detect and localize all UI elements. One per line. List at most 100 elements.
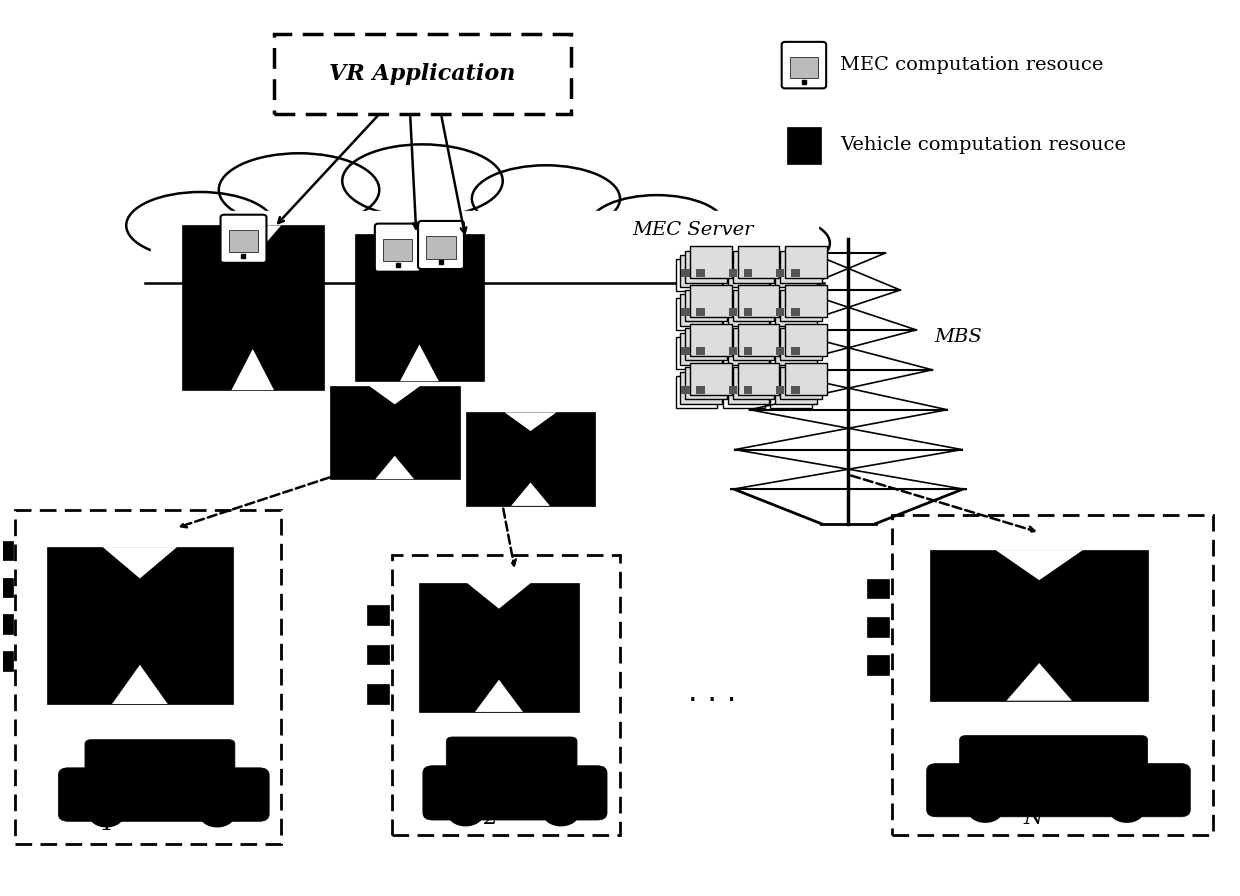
Bar	[274, 34, 570, 114]
Bar	[791, 308, 800, 316]
FancyBboxPatch shape	[960, 736, 1147, 780]
Bar	[229, 230, 258, 253]
FancyBboxPatch shape	[781, 42, 826, 89]
Polygon shape	[232, 349, 274, 390]
FancyBboxPatch shape	[374, 224, 420, 271]
Bar	[728, 294, 770, 326]
Bar	[930, 550, 1148, 701]
Bar	[681, 347, 689, 356]
Bar	[738, 324, 779, 356]
Bar	[723, 259, 765, 291]
Bar	[676, 376, 717, 408]
Bar	[785, 285, 827, 317]
FancyBboxPatch shape	[423, 766, 608, 820]
Bar	[686, 329, 727, 360]
Ellipse shape	[472, 165, 620, 232]
Bar	[697, 308, 704, 316]
Bar	[776, 347, 785, 356]
Bar	[728, 254, 770, 287]
Bar	[770, 376, 812, 408]
Bar	[791, 269, 800, 278]
Bar	[791, 347, 800, 356]
Text: . . .: . . .	[688, 678, 737, 707]
Bar	[723, 298, 765, 330]
Bar	[867, 617, 889, 636]
Bar	[785, 324, 827, 356]
Bar	[780, 329, 822, 360]
Bar	[733, 367, 775, 400]
Bar	[780, 289, 822, 322]
Bar	[791, 385, 800, 394]
Bar	[681, 308, 689, 316]
Bar	[744, 269, 753, 278]
Polygon shape	[103, 547, 177, 579]
Polygon shape	[224, 226, 281, 258]
Bar	[691, 246, 732, 279]
Polygon shape	[368, 385, 420, 404]
Bar	[733, 251, 775, 282]
Polygon shape	[996, 550, 1083, 581]
Bar	[466, 412, 595, 506]
Bar	[780, 367, 822, 400]
Polygon shape	[1007, 663, 1071, 701]
Bar	[744, 385, 753, 394]
Bar	[681, 254, 722, 287]
Bar	[775, 254, 817, 287]
Circle shape	[543, 800, 579, 826]
Bar	[151, 211, 817, 282]
Bar	[681, 294, 722, 326]
Bar	[47, 547, 233, 704]
Bar	[686, 289, 727, 322]
Bar	[0, 578, 12, 597]
Bar	[676, 337, 717, 369]
Bar	[367, 644, 389, 664]
FancyBboxPatch shape	[926, 763, 1190, 817]
Text: MBS: MBS	[935, 328, 982, 346]
Text: Vehicle computation resouce: Vehicle computation resouce	[839, 136, 1126, 154]
Circle shape	[968, 797, 1003, 823]
Bar	[728, 332, 770, 365]
Bar	[355, 234, 484, 381]
Ellipse shape	[707, 216, 830, 271]
Bar	[776, 385, 785, 394]
Bar	[770, 298, 812, 330]
Bar	[738, 246, 779, 279]
Bar	[0, 651, 12, 670]
Text: 1: 1	[100, 814, 115, 835]
Circle shape	[448, 800, 484, 826]
Bar	[729, 269, 737, 278]
FancyBboxPatch shape	[418, 221, 464, 269]
Bar	[145, 190, 823, 283]
Bar	[697, 385, 704, 394]
Bar	[733, 289, 775, 322]
Bar	[681, 269, 689, 278]
Text: MEC Server: MEC Server	[632, 220, 754, 238]
Bar	[776, 269, 785, 278]
Bar	[780, 251, 822, 282]
Bar	[367, 606, 389, 625]
Bar	[770, 259, 812, 291]
Bar	[697, 269, 704, 278]
Bar	[686, 251, 727, 282]
Bar	[697, 347, 704, 356]
Bar	[676, 259, 717, 291]
Bar	[729, 347, 737, 356]
Bar	[790, 56, 818, 78]
Polygon shape	[505, 412, 557, 431]
Bar	[330, 385, 460, 479]
Bar	[419, 583, 579, 712]
Bar	[785, 246, 827, 279]
Bar	[738, 285, 779, 317]
Text: MEC computation resouce: MEC computation resouce	[839, 56, 1104, 74]
Ellipse shape	[218, 153, 379, 227]
Bar	[733, 329, 775, 360]
Bar	[0, 615, 12, 633]
FancyBboxPatch shape	[221, 215, 267, 263]
Bar	[676, 298, 717, 330]
Bar	[770, 337, 812, 369]
Bar	[744, 347, 753, 356]
Bar	[686, 367, 727, 400]
Bar	[367, 684, 389, 703]
Bar	[729, 308, 737, 316]
FancyBboxPatch shape	[446, 737, 577, 782]
